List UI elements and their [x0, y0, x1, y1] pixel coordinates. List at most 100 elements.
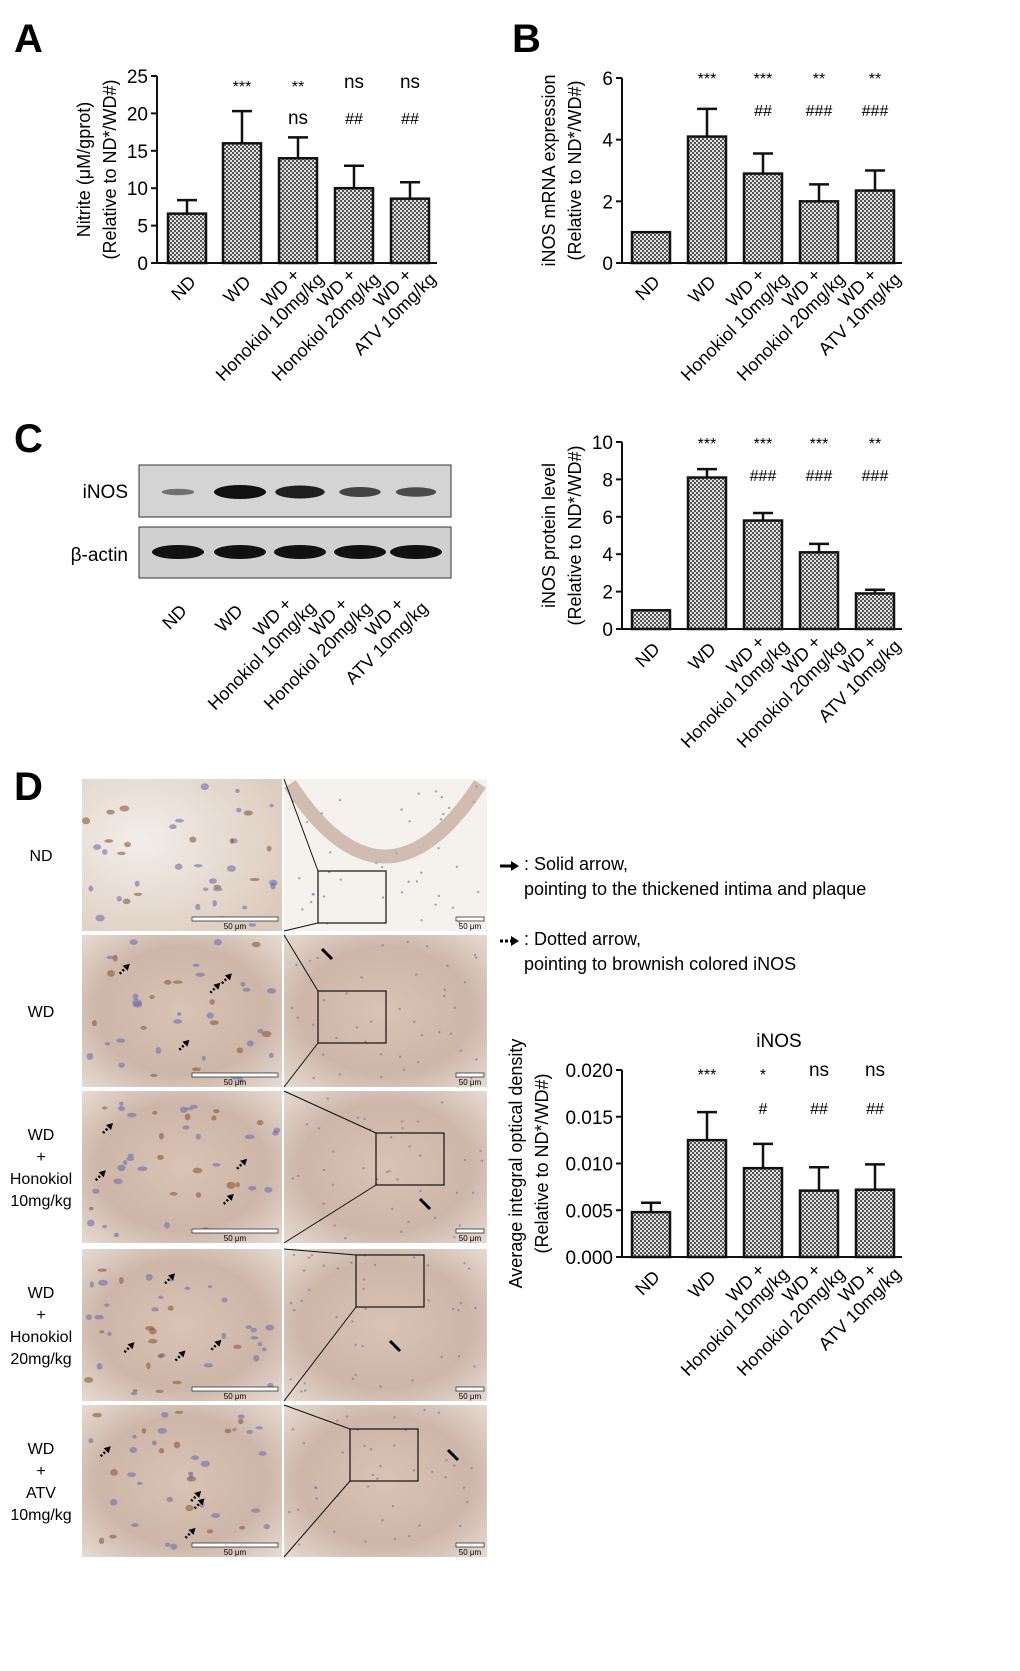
cell-nucleus [101, 849, 108, 855]
cell-nucleus [173, 1019, 183, 1024]
cell-nucleus [206, 1529, 214, 1534]
category-label: WD [211, 601, 246, 636]
cell-nucleus [292, 1253, 296, 1257]
category-label: ND [167, 272, 200, 305]
cell-nucleus [174, 1410, 184, 1414]
y-tick-label: 0.015 [565, 1108, 613, 1129]
cell-nucleus [140, 1025, 147, 1030]
cell-nucleus [232, 1427, 237, 1432]
cell-nucleus [184, 1107, 194, 1111]
cell-nucleus [302, 1442, 306, 1445]
cell-nucleus [192, 963, 200, 967]
histology-row-label-line: 10mg/kg [10, 1193, 71, 1210]
cell-nucleus [203, 1363, 214, 1368]
zoom-connector [283, 1306, 357, 1402]
cell-nucleus [132, 993, 139, 1001]
cell-nucleus [369, 1448, 373, 1451]
significance-label: ** [292, 79, 304, 96]
cell-nucleus [148, 1327, 157, 1335]
y-tick-label: 0 [602, 254, 613, 275]
cell-nucleus [470, 1076, 473, 1080]
solid-arrow-icon [446, 1448, 460, 1462]
cell-nucleus [307, 1288, 311, 1291]
cell-nucleus [169, 1191, 178, 1196]
y-tick-label: 4 [602, 131, 613, 152]
bar [333, 186, 375, 265]
cell-nucleus [305, 1123, 309, 1126]
cell-nucleus [443, 994, 446, 998]
dotted-arrow-head [188, 1527, 196, 1535]
cell-nucleus [400, 1120, 404, 1123]
significance-label: *** [810, 436, 829, 453]
zoom-connector [283, 1090, 377, 1134]
cell-nucleus [452, 1307, 455, 1311]
cell-nucleus [433, 1216, 437, 1219]
cell-nucleus [132, 1389, 138, 1393]
zoom-region-box [375, 1132, 445, 1186]
cell-nucleus [336, 1419, 339, 1422]
cell-nucleus [448, 806, 451, 810]
cell-nucleus [453, 1464, 456, 1467]
dotted-arrow-head [197, 1498, 205, 1506]
zoom-region-box [317, 990, 387, 1044]
chart-d: 0.000 0.005 0.010 0.015 0.020 Average integra… [506, 1031, 905, 1380]
chart-b: 0 2 4 6 iNOS mRNA expression (Relative to ND*… [539, 69, 905, 385]
histology-row-label-line: ATV [26, 1485, 56, 1502]
bar [854, 1188, 896, 1259]
significance-label: ## [401, 111, 419, 128]
cell-nucleus [376, 1477, 379, 1480]
solid-arrow-icon [388, 1339, 402, 1353]
category-label: WD +Honokiol 10mg/kg [663, 622, 793, 752]
cell-nucleus [132, 1434, 137, 1439]
y-tick-label: 5 [137, 217, 148, 238]
scale-bar [455, 1072, 485, 1078]
solid-arrow-icon [500, 861, 519, 871]
cell-nucleus [443, 988, 446, 992]
cell-nucleus [312, 893, 315, 896]
histology-panel: ND 50 μm 50 μm WD 50 μm 50 μm WD + Honokiol 10mg/… [10, 778, 487, 1558]
scale-bar [191, 916, 279, 922]
scale-bar-label: 50 μm [224, 1078, 247, 1087]
y-tick-label: 2 [602, 192, 613, 213]
cell-nucleus [451, 906, 454, 909]
cell-nucleus [362, 1287, 365, 1291]
blot-label-inos: iNOS [83, 482, 128, 503]
cell-nucleus [173, 1441, 181, 1449]
cell-nucleus [362, 1167, 365, 1170]
cell-nucleus [92, 1412, 102, 1418]
cell-nucleus [107, 970, 115, 977]
cell-nucleus [310, 1254, 314, 1257]
cell-nucleus [362, 1278, 366, 1281]
significance-label: ns [344, 72, 364, 93]
cell-nucleus [391, 1505, 395, 1508]
bar [742, 172, 784, 265]
y-tick-label: 2 [602, 583, 613, 604]
zoom-region-box [349, 1428, 419, 1482]
cell-nucleus [406, 940, 409, 944]
cell-nucleus [473, 1365, 476, 1368]
y-axis-label: iNOS protein level [539, 463, 559, 608]
cell-nucleus [117, 1164, 126, 1172]
cell-nucleus [385, 1170, 389, 1174]
cell-nucleus [248, 923, 257, 927]
significance-label: ## [810, 1101, 828, 1118]
cell-nucleus [344, 1237, 347, 1240]
histology-row-label-line: + [36, 1463, 45, 1480]
cell-nucleus [322, 1053, 325, 1056]
cell-nucleus [417, 1060, 420, 1064]
cell-nucleus [307, 1256, 311, 1259]
bar [854, 592, 896, 631]
cell-nucleus [99, 1330, 105, 1334]
cell-nucleus [302, 1269, 306, 1272]
cell-nucleus [119, 1101, 124, 1106]
cell-nucleus [233, 1344, 242, 1349]
category-label: ND [631, 1267, 664, 1300]
cell-nucleus [419, 1154, 422, 1157]
cell-nucleus [300, 1390, 303, 1393]
solid-arrow-icon [418, 1197, 432, 1211]
histology-row-label-line: + [36, 1307, 45, 1324]
cell-nucleus [351, 1377, 355, 1380]
cell-nucleus [209, 1020, 219, 1026]
histology-image-high-mag [82, 779, 282, 931]
bar [630, 1210, 672, 1259]
